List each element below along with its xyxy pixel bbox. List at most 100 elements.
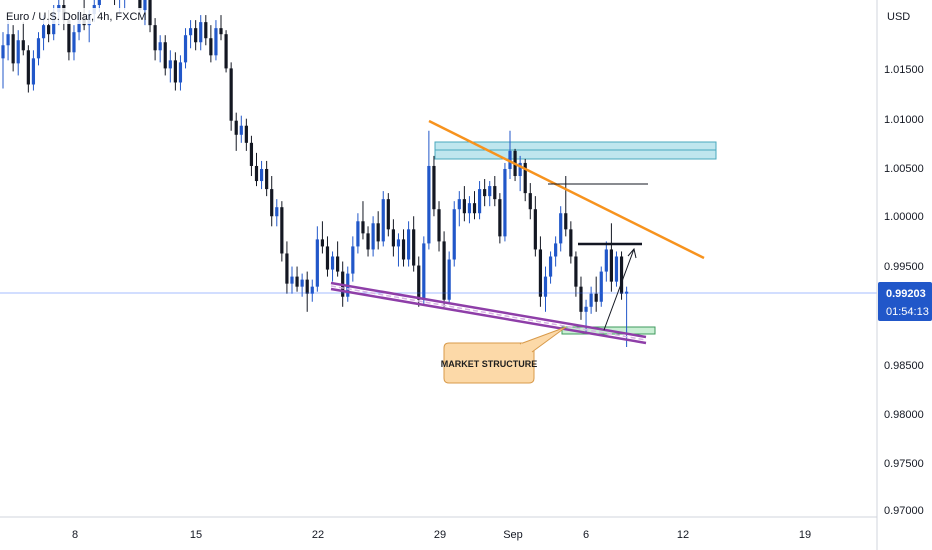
candle [310,279,314,302]
candle [401,229,406,267]
candle [163,35,167,76]
candle [614,251,619,287]
symbol-title: Euro / U.S. Dollar, 4h, FXCM [6,11,147,23]
candle [214,20,218,61]
candle [21,22,25,56]
candle [16,30,20,76]
candle-body [376,223,380,242]
candle [188,20,193,49]
candle [158,35,162,63]
candle-body [183,35,188,63]
candle [483,179,487,207]
candle [26,45,30,93]
y-tick-label: 0.97000 [884,505,924,517]
candle [569,221,573,264]
x-tick-label: 19 [799,529,811,541]
candle [114,0,116,6]
candle-body [16,40,20,64]
candle-body [209,38,213,56]
candle-body [417,265,421,300]
currency-label: USD [887,11,910,23]
candle [462,186,466,222]
candle [1,32,5,89]
candle-body [219,28,223,35]
candle-body [77,18,81,33]
candle-body [559,213,563,244]
candle [594,276,598,312]
candle-body [614,256,619,282]
candle-body [579,286,583,312]
candle-body [523,162,527,194]
candle [376,211,380,250]
candle-body [604,249,608,272]
candle-body [569,229,573,257]
candle-body [41,25,46,39]
candle-body [320,239,325,247]
candle-body [229,68,233,121]
support-channel[interactable] [330,281,647,345]
candle [396,233,401,267]
projection-arrow[interactable] [603,247,637,331]
y-tick-label: 0.98500 [884,360,924,372]
candle-body [285,253,289,284]
candle [386,193,390,237]
candle-body [188,28,193,36]
candle [366,226,370,257]
candle [609,223,613,292]
candle-body [1,45,5,59]
candle-body [477,189,482,214]
resistance-trendline[interactable] [428,119,705,260]
candle-body [97,0,101,6]
candle-body [36,38,41,59]
candle-body [26,50,30,85]
candle [447,251,451,304]
candle-body [265,168,269,190]
candle-body [619,256,624,294]
candle-body [437,209,441,242]
candle [503,162,507,242]
candle-body [254,165,259,182]
candle-body [214,28,218,56]
y-tick-label: 1.01000 [884,114,924,126]
candle-body [270,189,274,217]
candle-body [407,229,411,260]
candle-body [21,40,25,51]
candle [259,160,264,190]
candle [381,191,385,247]
candle [153,18,157,61]
candle [488,181,492,207]
candle [234,112,238,151]
current-price-tag: 0.99203 01:54:13 [878,282,932,321]
candle-body [351,246,355,274]
candle [493,176,497,207]
current-price-value: 0.99203 [886,288,926,300]
candle [265,160,269,197]
candle-body [259,168,264,182]
candle-body [153,25,157,51]
candle [138,0,142,16]
x-tick-labels: 8 15 22 29 Sep 6 12 19 [72,529,811,541]
candle [518,155,522,192]
candle-body [528,193,532,210]
candle-body [224,34,228,69]
candle-body [315,239,319,287]
candle-body [194,28,198,43]
market-structure-callout[interactable]: MARKET STRUCTURE [441,326,567,384]
y-tick-label: 1.00000 [884,211,924,223]
candle [148,0,152,33]
candle [183,28,188,69]
candle-body [412,229,416,266]
candle [290,266,294,294]
candle-body [599,271,603,302]
x-tick-label: 29 [434,529,446,541]
candle [391,219,395,257]
candle [209,25,213,63]
candle [97,0,101,13]
candle-body [427,165,431,244]
candle-body [483,189,487,197]
candle-body [67,20,71,53]
candle [564,176,568,237]
candle [31,50,36,91]
x-tick-label: 6 [583,529,589,541]
